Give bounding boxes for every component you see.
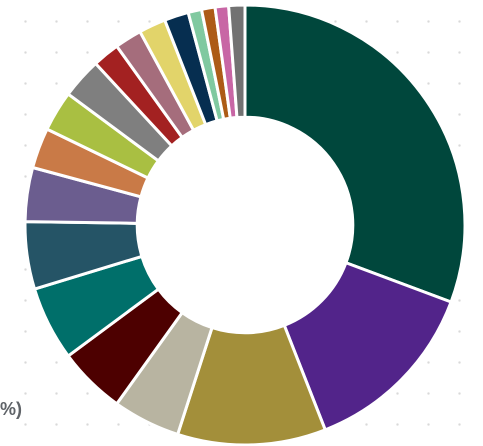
donut-slice-1 [243,3,467,304]
donut-center-hole [138,118,352,332]
donut-slice-19 [227,3,247,119]
partial-chart-label: %) [0,399,22,419]
